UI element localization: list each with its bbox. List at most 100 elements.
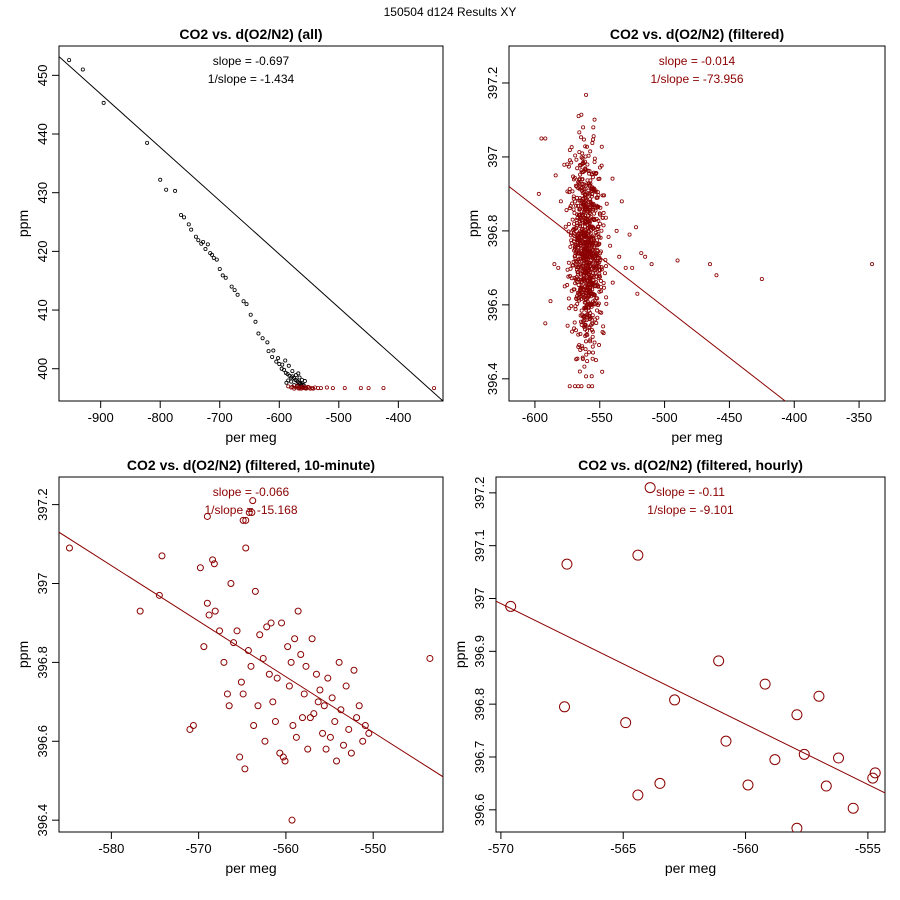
data-point <box>585 217 590 222</box>
y-tick-label: 396.9 <box>472 635 487 668</box>
data-point <box>590 356 595 361</box>
data-point <box>568 204 573 209</box>
data-point <box>572 175 577 180</box>
data-point <box>355 702 363 710</box>
data-point <box>585 313 590 318</box>
data-point <box>595 308 600 313</box>
data-point <box>582 314 587 319</box>
data-point <box>820 780 832 792</box>
data-point <box>592 117 597 122</box>
data-point <box>593 268 598 273</box>
data-point <box>577 217 582 222</box>
data-layer <box>59 56 443 401</box>
data-point <box>586 229 591 234</box>
data-point <box>269 698 277 706</box>
data-point <box>592 340 597 345</box>
data-point <box>308 635 316 643</box>
x-tick-label: -570 <box>186 841 212 856</box>
data-point <box>576 282 581 287</box>
data-point <box>610 280 615 285</box>
data-point <box>193 234 198 239</box>
y-tick-label: 397.1 <box>472 529 487 562</box>
data-point <box>580 181 585 186</box>
data-point <box>600 369 605 374</box>
data-point <box>627 232 632 237</box>
data-point <box>585 295 590 300</box>
data-point <box>345 725 353 733</box>
data-point <box>593 358 598 363</box>
data-point <box>573 153 578 158</box>
data-point <box>595 258 600 263</box>
data-point <box>572 245 577 250</box>
regression-line <box>509 186 786 401</box>
data-point <box>158 552 166 560</box>
x-tick-label: -600 <box>266 410 292 425</box>
data-point <box>322 745 330 753</box>
y-tick-label: 397 <box>485 146 500 168</box>
data-point <box>596 204 601 209</box>
data-point <box>567 384 572 389</box>
x-tick-label: -800 <box>147 410 173 425</box>
data-point <box>589 194 594 199</box>
y-tick-label: 440 <box>35 123 50 145</box>
data-point <box>326 733 334 741</box>
data-point <box>245 509 253 516</box>
data-point <box>581 125 586 130</box>
data-point <box>675 258 680 263</box>
data-point <box>598 221 603 226</box>
data-point <box>575 166 580 171</box>
data-point <box>347 749 355 757</box>
data-point <box>580 269 585 274</box>
x-tick-label: -550 <box>360 841 386 856</box>
data-point <box>205 611 213 619</box>
data-point <box>316 686 324 694</box>
chart-title: CO2 vs. d(O2/N2) (all) <box>179 26 322 42</box>
data-point <box>592 211 597 216</box>
data-point <box>587 171 592 176</box>
data-point <box>574 157 579 162</box>
data-point <box>235 292 240 297</box>
data-point <box>270 354 275 359</box>
data-point <box>233 627 241 635</box>
data-point <box>576 277 581 282</box>
data-point <box>189 227 194 232</box>
data-point <box>584 144 589 149</box>
data-point <box>340 741 348 749</box>
data-point <box>596 242 601 247</box>
data-point <box>589 374 594 379</box>
data-point <box>590 302 595 307</box>
data-point <box>200 643 208 651</box>
data-point <box>597 211 602 216</box>
data-point <box>290 384 295 389</box>
plot-frame <box>495 476 886 833</box>
data-point <box>581 261 586 266</box>
data-point <box>247 662 255 670</box>
data-point <box>577 219 582 224</box>
data-point <box>587 169 592 174</box>
data-point <box>595 227 600 232</box>
data-point <box>359 737 367 745</box>
data-point <box>300 690 308 698</box>
data-point <box>583 327 588 332</box>
data-point <box>155 591 163 599</box>
data-point <box>579 308 584 313</box>
data-point <box>565 323 570 328</box>
data-point <box>600 193 605 198</box>
data-point <box>581 215 586 220</box>
plot-frame <box>58 45 444 402</box>
data-point <box>589 327 594 332</box>
data-point <box>577 198 582 203</box>
data-point <box>576 186 581 191</box>
data-point <box>566 260 571 265</box>
data-point <box>813 690 825 702</box>
data-point <box>314 698 322 706</box>
data-point <box>276 749 284 757</box>
data-point <box>577 176 582 181</box>
x-tick-label: -450 <box>716 410 742 425</box>
data-point <box>186 222 191 227</box>
data-point <box>573 256 578 261</box>
data-layer <box>496 482 885 832</box>
data-point <box>248 312 253 317</box>
data-point <box>236 753 244 761</box>
data-point <box>586 188 591 193</box>
